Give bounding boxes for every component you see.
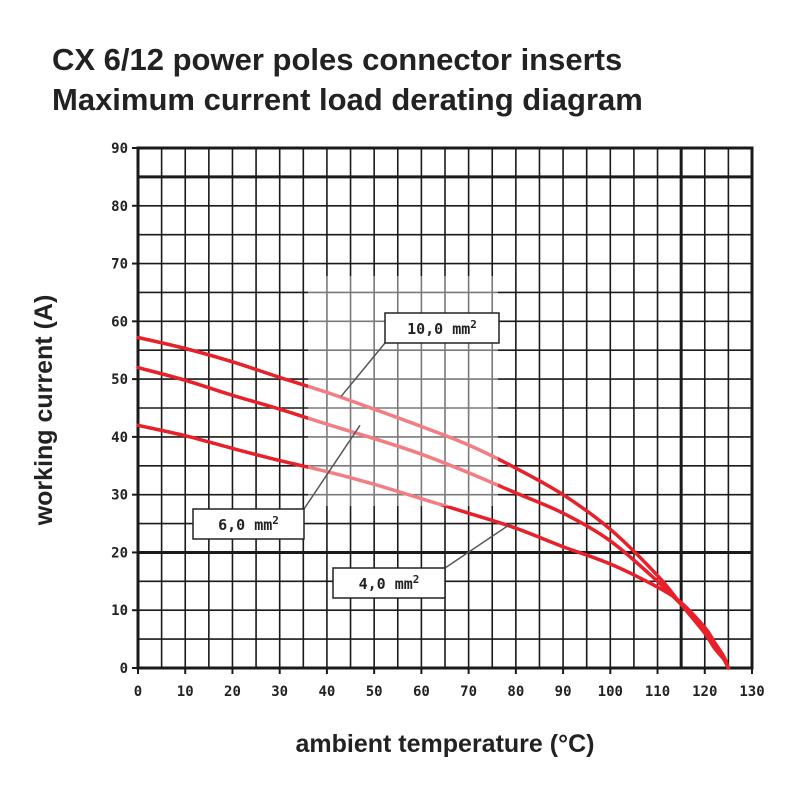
x-tick-label: 60 (413, 684, 430, 700)
x-tick-label: 100 (598, 684, 623, 700)
annotation-leader-line (303, 424, 361, 510)
y-tick-label: 70 (111, 257, 128, 273)
chart-title: CX 6/12 power poles connector inserts (52, 42, 623, 77)
x-tick-labels: 0 10 20 30 40 50 60 70 80 90 100 110 120 130 (134, 668, 765, 700)
annotation-label: 6,0 mm2 (218, 514, 279, 534)
y-tick-label: 60 (111, 314, 128, 330)
y-tick-label: 40 (111, 430, 128, 446)
chart-subtitle: Maximum current load derating diagram (52, 82, 643, 117)
x-tick-label: 90 (555, 684, 572, 700)
annotation-leader-line (340, 342, 386, 397)
x-axis-label: ambient temperature (°C) (296, 730, 595, 758)
annotation-label: 4,0 mm2 (359, 573, 420, 593)
x-tick-label: 110 (645, 684, 670, 700)
y-tick-labels: 0 10 20 30 40 50 60 70 80 90 (111, 141, 138, 677)
x-tick-label: 10 (177, 684, 194, 700)
annotations: 10,0 mm2 6,0 mm2 4,0 mm2 (192, 276, 512, 599)
series-line-0 (136, 335, 731, 670)
x-tick-label: 120 (692, 684, 717, 700)
annotation-leader-line (444, 522, 512, 569)
y-tick-label: 90 (111, 141, 128, 157)
chart-title-block: CX 6/12 power poles connector inserts Ma… (52, 40, 643, 120)
y-tick-label: 80 (111, 199, 128, 215)
plot-border (136, 146, 754, 670)
x-tick-label: 80 (507, 684, 524, 700)
annotation-box (384, 312, 500, 344)
x-tick-label: 130 (739, 684, 764, 700)
series-line-2 (136, 423, 731, 670)
x-tick-label: 30 (271, 684, 288, 700)
highlight-overlay (308, 276, 498, 506)
series-lines (136, 335, 731, 670)
annotation-box (332, 567, 446, 599)
annotation-label: 10,0 mm2 (407, 318, 477, 338)
y-tick-label: 10 (111, 603, 128, 619)
y-tick-label: 50 (111, 372, 128, 388)
grid (138, 148, 752, 668)
x-tick-label: 70 (460, 684, 477, 700)
x-tick-label: 50 (366, 684, 383, 700)
y-tick-label: 30 (111, 488, 128, 504)
x-tick-label: 20 (224, 684, 241, 700)
plot-frame (136, 146, 754, 670)
y-tick-label: 0 (120, 661, 128, 677)
y-tick-label: 20 (111, 545, 128, 561)
x-tick-label: 0 (134, 684, 142, 700)
y-axis-label: working current (A) (30, 295, 58, 527)
x-tick-label: 40 (318, 684, 335, 700)
annotation-box (192, 508, 305, 540)
